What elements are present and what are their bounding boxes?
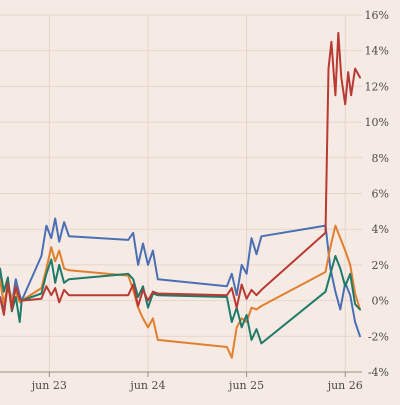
y-tick-label: 10%	[365, 116, 389, 129]
y-tick-label: 16%	[365, 9, 389, 22]
x-tick-label: jun 24	[128, 379, 165, 392]
y-tick-label: 6%	[372, 188, 389, 201]
axis-layer: 16% 14% 12% 10% 8% 6% 4% 2% 0% -2% -4% jun 23 jun 24…	[0, 9, 389, 392]
y-tick-label: 14%	[365, 45, 389, 58]
y-tick-label: 12%	[365, 80, 389, 93]
series-line-4	[0, 31, 361, 316]
x-tick-label: jun 23	[30, 379, 67, 392]
y-tick-label: 4%	[372, 223, 389, 236]
y-tick-label: -4%	[368, 366, 389, 379]
x-tick-label: jun 26	[326, 379, 363, 392]
grid-layer	[0, 14, 362, 373]
x-tick-label: jun 25	[227, 379, 264, 392]
y-tick-label: 8%	[372, 152, 389, 165]
y-tick-label: -2%	[368, 330, 389, 343]
series-line-3	[0, 255, 361, 345]
series-layer	[0, 31, 361, 359]
y-tick-label: 2%	[372, 259, 389, 272]
y-tick-label: 0%	[372, 295, 389, 308]
